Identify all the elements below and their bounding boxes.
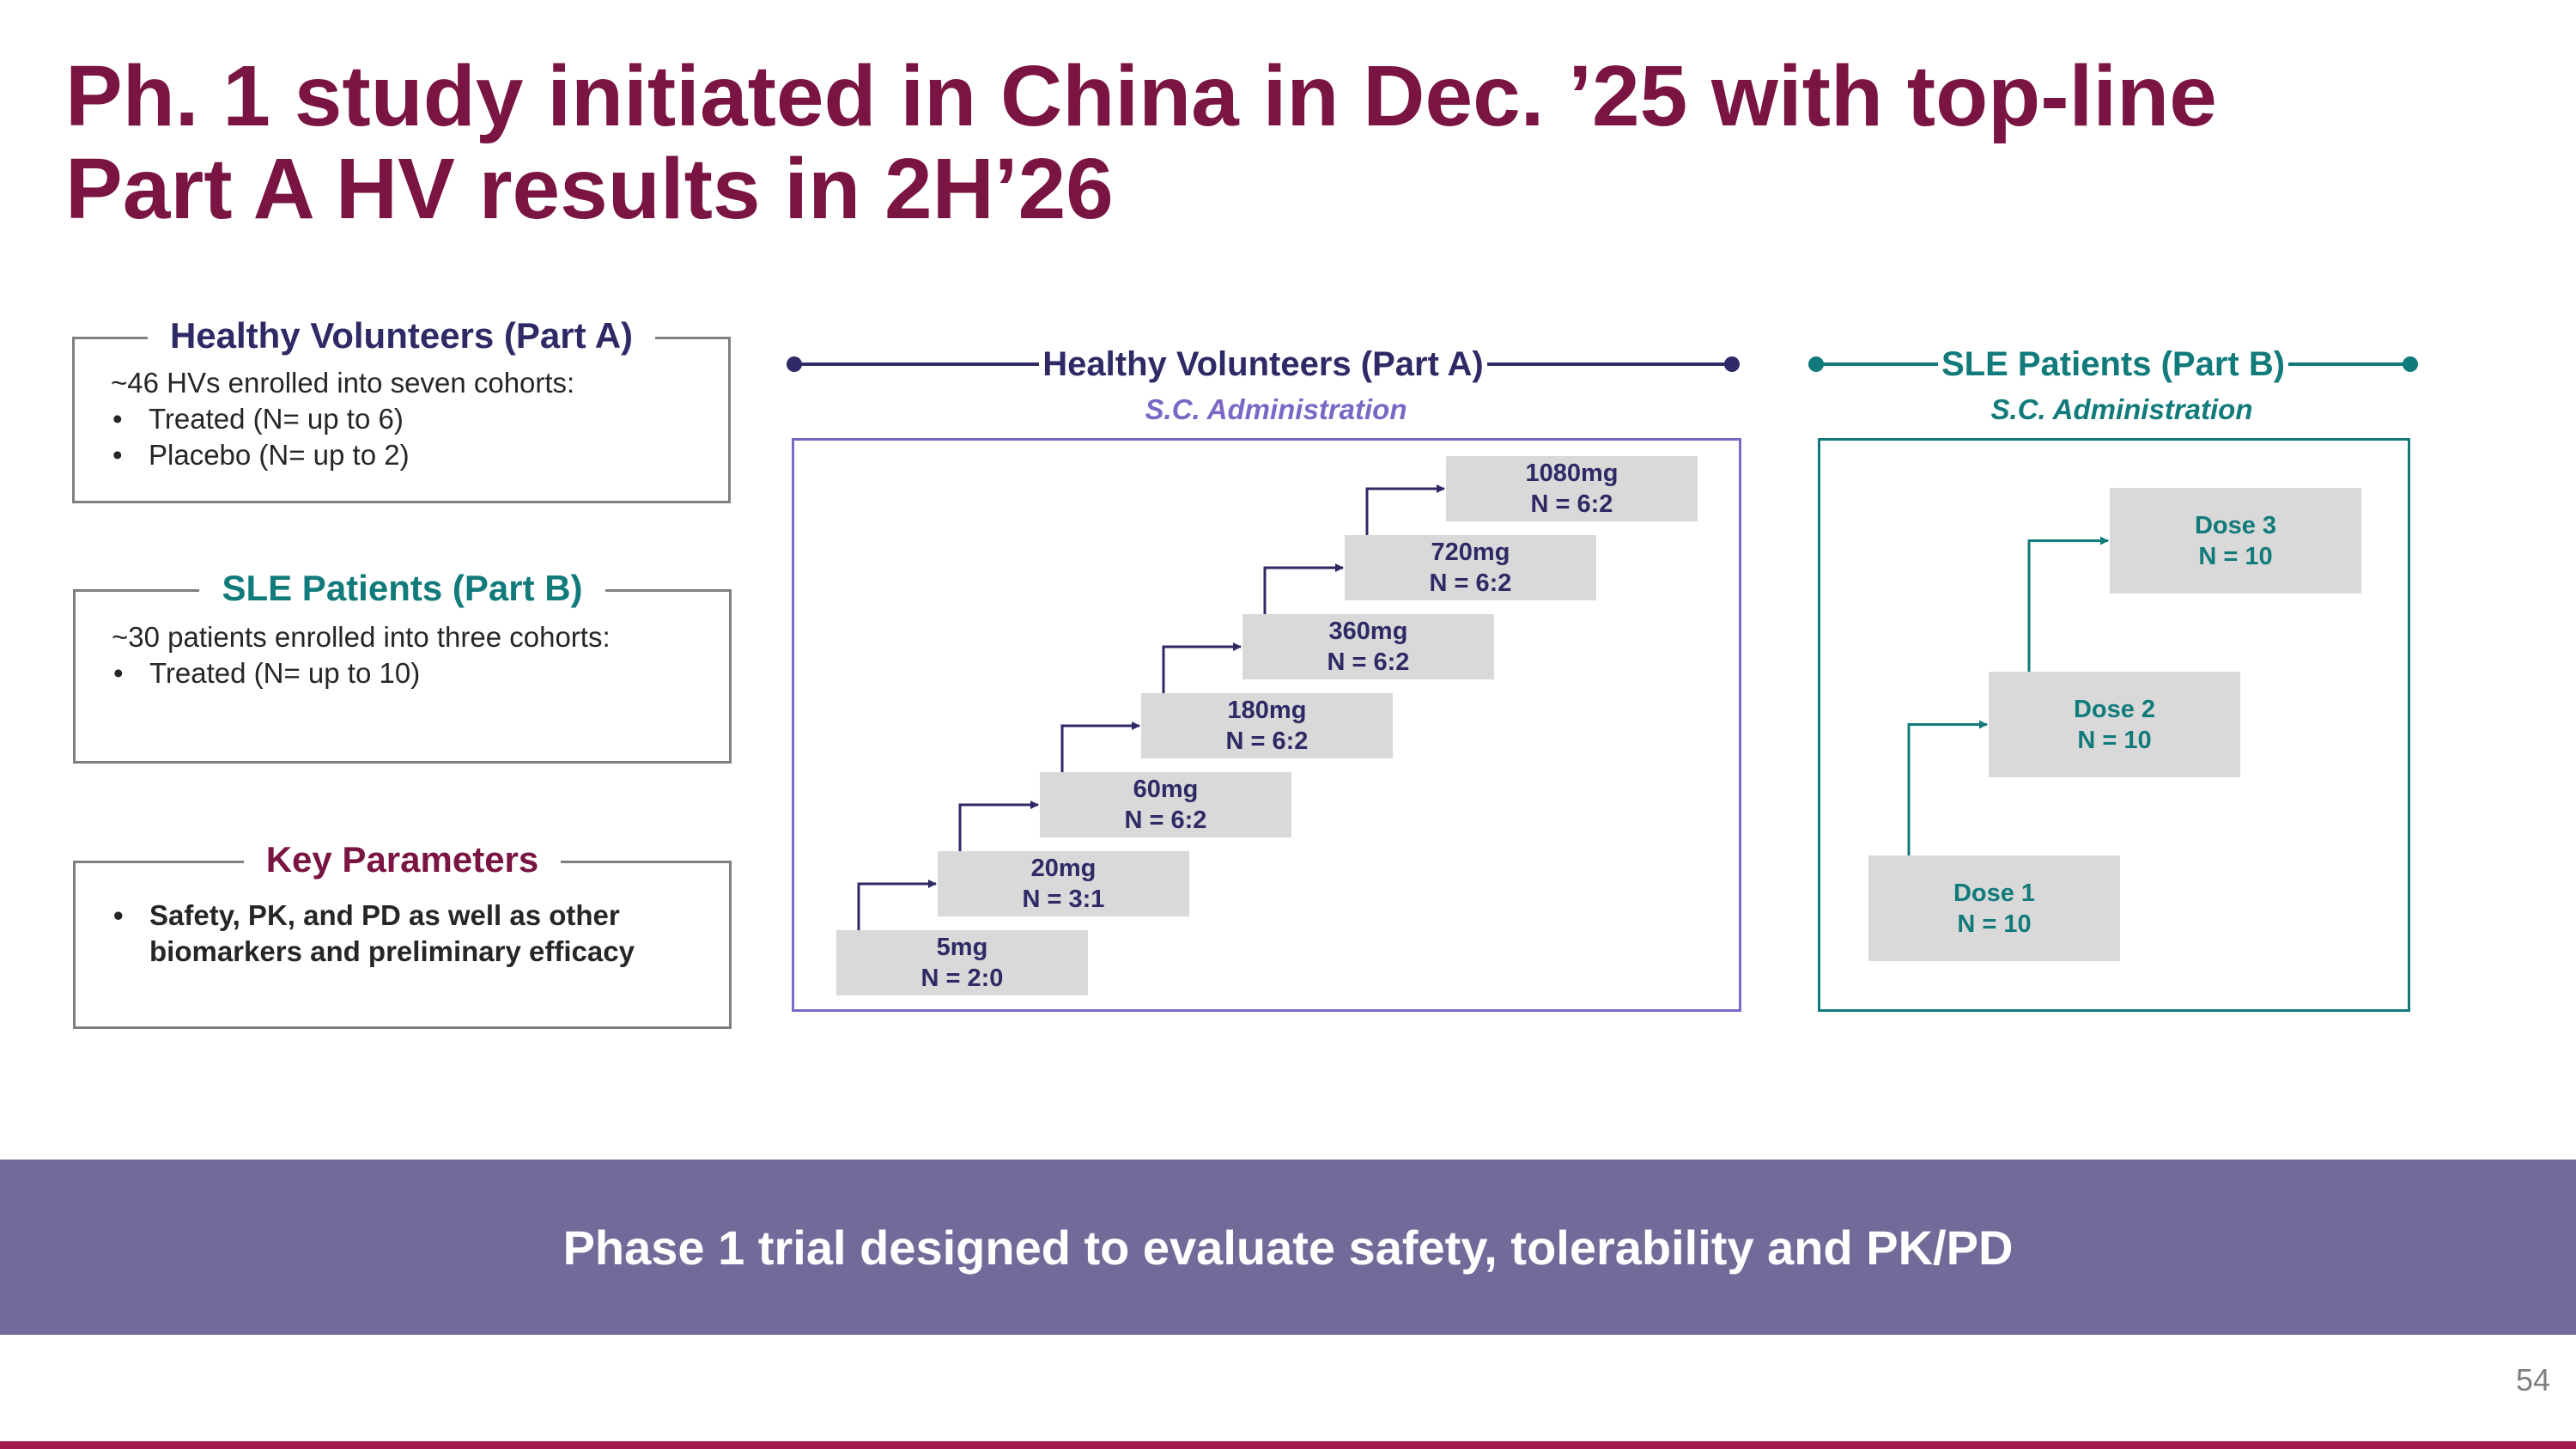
hv-diagram-frame (792, 438, 1741, 1012)
sle-dose-box: Dose 3 N = 10 (2110, 488, 2361, 594)
hv-dose-box: 360mg N = 6:2 (1242, 614, 1494, 679)
key-parameters-box: Key Parameters Safety, PK, and PD as wel… (73, 839, 732, 1029)
sle-dose-box: Dose 1 N = 10 (1868, 855, 2120, 961)
sle-info-bullets: Treated (N= up to 10) (112, 655, 712, 691)
sle-dose-box: Dose 2 N = 10 (1989, 672, 2240, 777)
hv-escalation-arrow (1162, 642, 1242, 693)
hv-dose-label: 720mg (1431, 539, 1510, 566)
sle-info-body: ~30 patients enrolled into three cohorts… (112, 619, 712, 691)
hv-dose-label: 1080mg (1525, 460, 1619, 487)
hv-escalation-arrow (1263, 563, 1344, 614)
hv-dose-n: N = 6:2 (1327, 648, 1410, 676)
sle-diagram-subtitle: S.C. Administration (1990, 393, 2253, 425)
sle-header-dot-left (1808, 356, 1824, 372)
sle-info-title: SLE Patients (Part B) (199, 568, 605, 608)
hv-info-bullet: Placebo (N= up to 2) (111, 437, 711, 473)
sle-info-box: SLE Patients (Part B) ~30 patients enrol… (73, 568, 732, 764)
sle-info-intro: ~30 patients enrolled into three cohorts… (112, 621, 611, 653)
hv-info-bullet: Treated (N= up to 6) (111, 401, 711, 437)
hv-info-bullets: Treated (N= up to 6) Placebo (N= up to 2… (111, 401, 711, 473)
sle-diagram-frame (1818, 438, 2410, 1012)
hv-escalation-arrow (958, 801, 1039, 851)
hv-dose-n: N = 6:2 (1530, 490, 1613, 518)
hv-escalation-arrow (1365, 484, 1445, 535)
hv-escalation-arrow (857, 880, 937, 930)
sle-diagram-title: SLE Patients (Part B) (1937, 345, 2289, 383)
hv-dose-n: N = 6:2 (1225, 728, 1309, 755)
key-parameters-bullets: Safety, PK, and PD as well as other biom… (112, 898, 712, 970)
hv-dose-box: 180mg N = 6:2 (1141, 693, 1393, 758)
key-parameters-body: Safety, PK, and PD as well as other biom… (112, 898, 712, 970)
page-number: 54 (2515, 1362, 2550, 1397)
hv-dose-label: 60mg (1133, 776, 1199, 803)
hv-dose-box: 1080mg N = 6:2 (1446, 456, 1698, 521)
hv-dose-n: N = 3:1 (1022, 886, 1105, 913)
sle-escalation-arrow (2027, 536, 2109, 672)
hv-info-box: Healthy Volunteers (Part A) ~46 HVs enro… (72, 315, 731, 503)
key-parameters-bullet: Safety, PK, and PD as well as other biom… (112, 898, 712, 970)
hv-dose-box: 20mg N = 3:1 (938, 851, 1189, 916)
key-parameters-title: Key Parameters (243, 839, 562, 880)
hv-dose-box: 5mg N = 2:0 (836, 930, 1088, 995)
hv-info-intro: ~46 HVs enrolled into seven cohorts: (111, 367, 575, 399)
slide-title: Ph. 1 study initiated in China in Dec. ’… (65, 50, 2470, 235)
hv-dose-n: N = 6:2 (1124, 807, 1207, 834)
hv-diagram-subtitle: S.C. Administration (1145, 393, 1407, 425)
sle-escalation-arrow (1907, 720, 1988, 855)
hv-dose-label: 20mg (1030, 855, 1097, 882)
hv-diagram-header: Healthy Volunteers (Part A) (787, 338, 1740, 390)
sle-dose-label: Dose 1 (1953, 879, 2036, 907)
hv-dose-label: 360mg (1328, 618, 1408, 645)
sle-header-dot-right (2403, 356, 2418, 372)
sle-dose-label: Dose 3 (2194, 511, 2277, 539)
sle-dose-n: N = 10 (2198, 542, 2273, 570)
summary-banner-text: Phase 1 trial designed to evaluate safet… (562, 1220, 2014, 1275)
hv-dose-label: 5mg (936, 934, 988, 961)
sle-info-bullet: Treated (N= up to 10) (112, 655, 712, 691)
hv-escalation-arrow (1060, 721, 1140, 772)
hv-dose-box: 720mg N = 6:2 (1345, 535, 1596, 600)
slide-title-line-1: Ph. 1 study initiated in China in Dec. ’… (65, 48, 2217, 144)
summary-banner: Phase 1 trial designed to evaluate safet… (0, 1160, 2576, 1335)
hv-dose-label: 180mg (1227, 697, 1307, 724)
hv-info-title: Healthy Volunteers (Part A) (147, 315, 656, 356)
sle-dose-label: Dose 2 (2073, 695, 2156, 723)
sle-dose-n: N = 10 (2077, 726, 2152, 754)
slide-title-line-2: Part A HV results in 2H’26 (65, 141, 1114, 237)
hv-header-dot-left (787, 356, 802, 372)
hv-info-body: ~46 HVs enrolled into seven cohorts: Tre… (111, 365, 711, 473)
hv-diagram-title: Healthy Volunteers (Part A) (1039, 345, 1487, 383)
hv-header-dot-right (1724, 356, 1740, 372)
hv-dose-n: N = 6:2 (1429, 569, 1512, 597)
sle-diagram-header: SLE Patients (Part B) (1808, 338, 2418, 390)
hv-dose-box: 60mg N = 6:2 (1040, 772, 1291, 837)
sle-dose-n: N = 10 (1957, 910, 2032, 938)
bottom-rule (0, 1441, 2576, 1449)
hv-dose-n: N = 2:0 (920, 965, 1004, 992)
